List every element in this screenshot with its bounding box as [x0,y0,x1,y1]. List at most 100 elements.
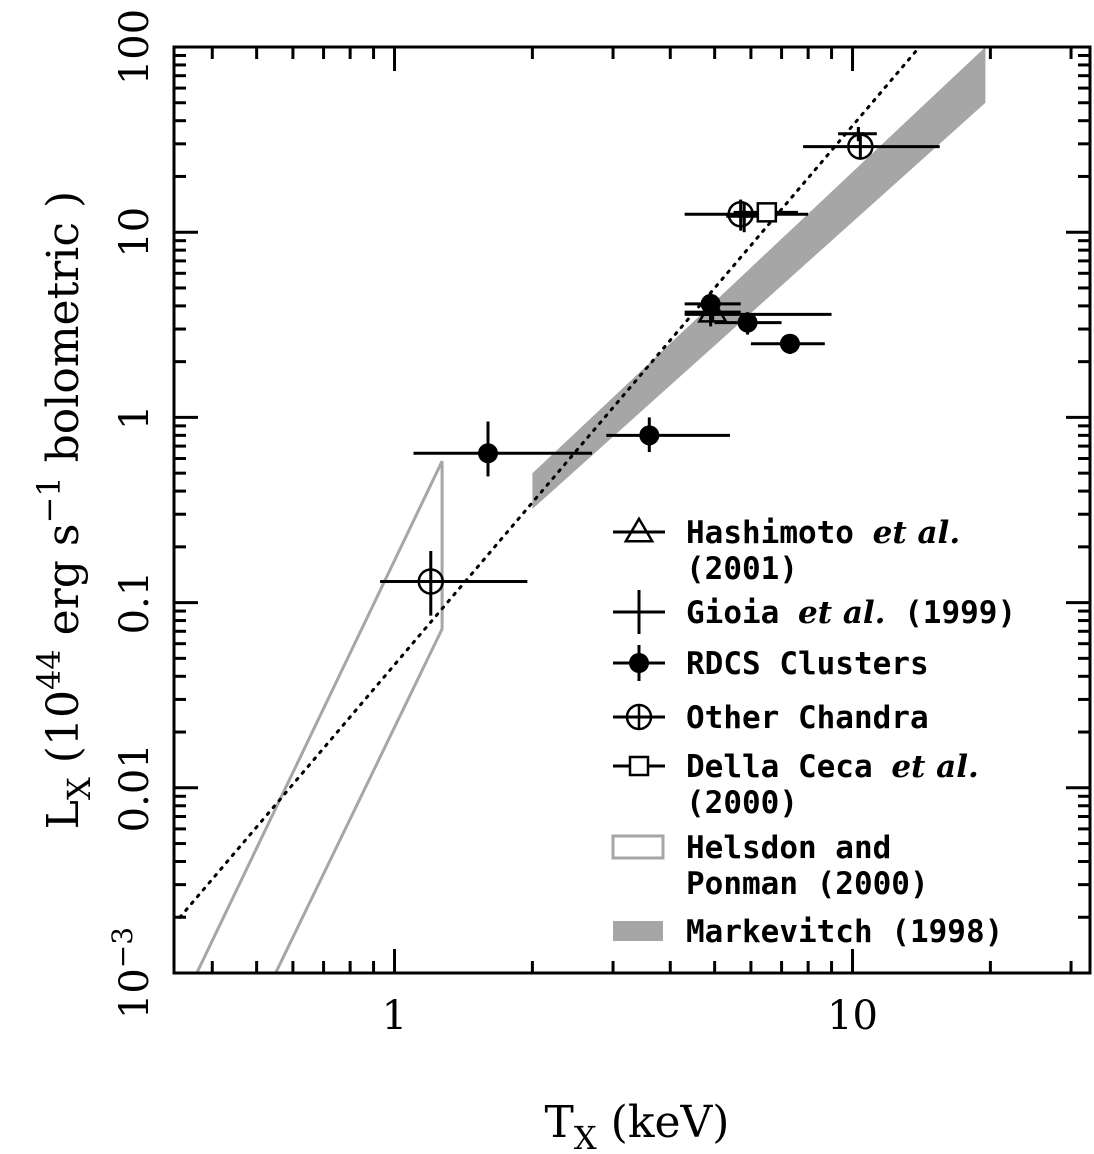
legend-label: RDCS Clusters [686,646,929,682]
point-marker [847,133,874,160]
legend-label-part: Gioia [686,595,798,631]
data-point [803,133,940,160]
y-tick-label-base: 100 [112,9,158,85]
data-point [684,199,809,231]
legend-item: RDCS Clusters [613,645,929,682]
legend-label: Helsdon and [686,830,891,866]
y-tick-label-base: 10 [112,207,158,258]
data-point [413,421,593,477]
x-tick-label: 1 [382,993,407,1039]
y-axis-label-post: bolometric ) [38,191,89,477]
legend-swatch-outline [611,834,665,860]
point-marker [417,568,445,595]
y-tick-label-base: 10 [112,968,158,1019]
marker-open-square [756,202,778,223]
point-marker [779,333,800,354]
x-axis-label-main: T [545,1097,574,1148]
y-tick-label: 0.01 [112,743,158,832]
legend-label: Ponman (2000) [686,866,929,902]
legend-label-part: et al. [891,749,979,785]
legend: Hashimoto et al.(2001)Gioia et al. (1999… [611,515,1016,950]
legend-item: Other Chandra [613,700,929,736]
legend-label: Gioia et al. (1999) [686,595,1016,631]
y-axis-label-exp2: −1 [30,476,68,523]
marker-open-square [628,755,650,777]
legend-label: Markevitch (1998) [686,914,1003,950]
y-tick-label-base: 0.1 [112,571,158,635]
y-axis-label-pre: (10 [38,690,89,777]
data-point [606,417,730,453]
point-marker [727,201,754,228]
x-axis-label: TX (keV) [545,1097,730,1154]
data-layer [380,126,940,616]
y-tick-label-base: 1 [112,405,158,430]
fit-line-dotted [178,47,921,919]
y-tick-label: 1 [112,405,158,430]
y-axis-label-sub: X [60,777,98,800]
legend-label-part: Helsdon and [686,830,891,866]
legend-item: Gioia et al. (1999) [613,590,1016,634]
legend-label-part: Ponman (2000) [686,866,929,902]
legend-label-part: (2000) [686,785,798,821]
helsdon-ponman-region [195,460,444,973]
point-marker [700,293,721,314]
x-tick-label: 10 [827,993,878,1039]
y-tick-label-base: 0.01 [112,743,158,832]
data-point [380,550,528,616]
y-tick-label: 10−3 [106,927,158,1019]
x-axis-label-unit: (keV) [597,1097,730,1148]
marker-filled-circle [700,293,721,314]
legend-label-part: Hashimoto [686,515,873,551]
legend-item: Hashimoto et al.(2001) [613,515,960,587]
y-axis-label-main: L [38,800,89,829]
point-marker [478,443,499,464]
legend-label-part: RDCS Clusters [686,646,929,682]
y-axis-label: LX (1044 erg s−1 bolometric ) [30,191,98,829]
marker-open-triangle [623,516,655,543]
tick-marks [174,45,1090,975]
marker-filled-circle [779,333,800,354]
data-point [733,202,798,223]
legend-label: (2000) [686,785,798,821]
y-tick-label-exponent: −3 [106,927,139,968]
model-layer [178,47,986,973]
legend-label: (2001) [686,551,798,587]
point-marker [639,425,660,446]
legend-label: Della Ceca et al. [686,749,979,785]
legend-item: Markevitch (1998) [613,914,1003,950]
marker-filled-circle [629,653,649,673]
legend-marker [623,516,655,543]
y-tick-label: 10 [112,207,158,258]
marker-filled-circle [478,443,499,464]
y-axis-label-exp: 44 [30,649,68,690]
point-marker [737,312,758,333]
legend-label-part: (2001) [686,551,798,587]
legend-label: Other Chandra [686,700,929,736]
legend-marker [629,653,649,673]
legend-label-part: (1999) [885,595,1016,631]
legend-label-part: Other Chandra [686,700,929,736]
y-axis-label-mid: erg s [38,524,89,650]
legend-label-part: Markevitch (1998) [686,914,1003,950]
marker-filled-circle [639,425,660,446]
x-axis-label-sub: X [574,1119,597,1154]
legend-swatch-filled [613,921,663,941]
plot-frame [172,45,1092,975]
markevitch-band [532,47,986,509]
legend-label-part: Della Ceca [686,749,891,785]
marker-filled-circle [737,312,758,333]
legend-label-part: et al. [873,515,961,551]
data-point [684,292,741,317]
y-tick-label: 0.1 [112,571,158,635]
legend-marker [628,755,650,777]
legend-item: Della Ceca et al.(2000) [613,749,979,821]
legend-marker [625,703,653,731]
point-marker [756,202,778,223]
legend-label: Hashimoto et al. [686,515,960,551]
data-point [750,333,825,354]
y-tick-label: 100 [112,9,158,85]
data-point [714,312,782,335]
